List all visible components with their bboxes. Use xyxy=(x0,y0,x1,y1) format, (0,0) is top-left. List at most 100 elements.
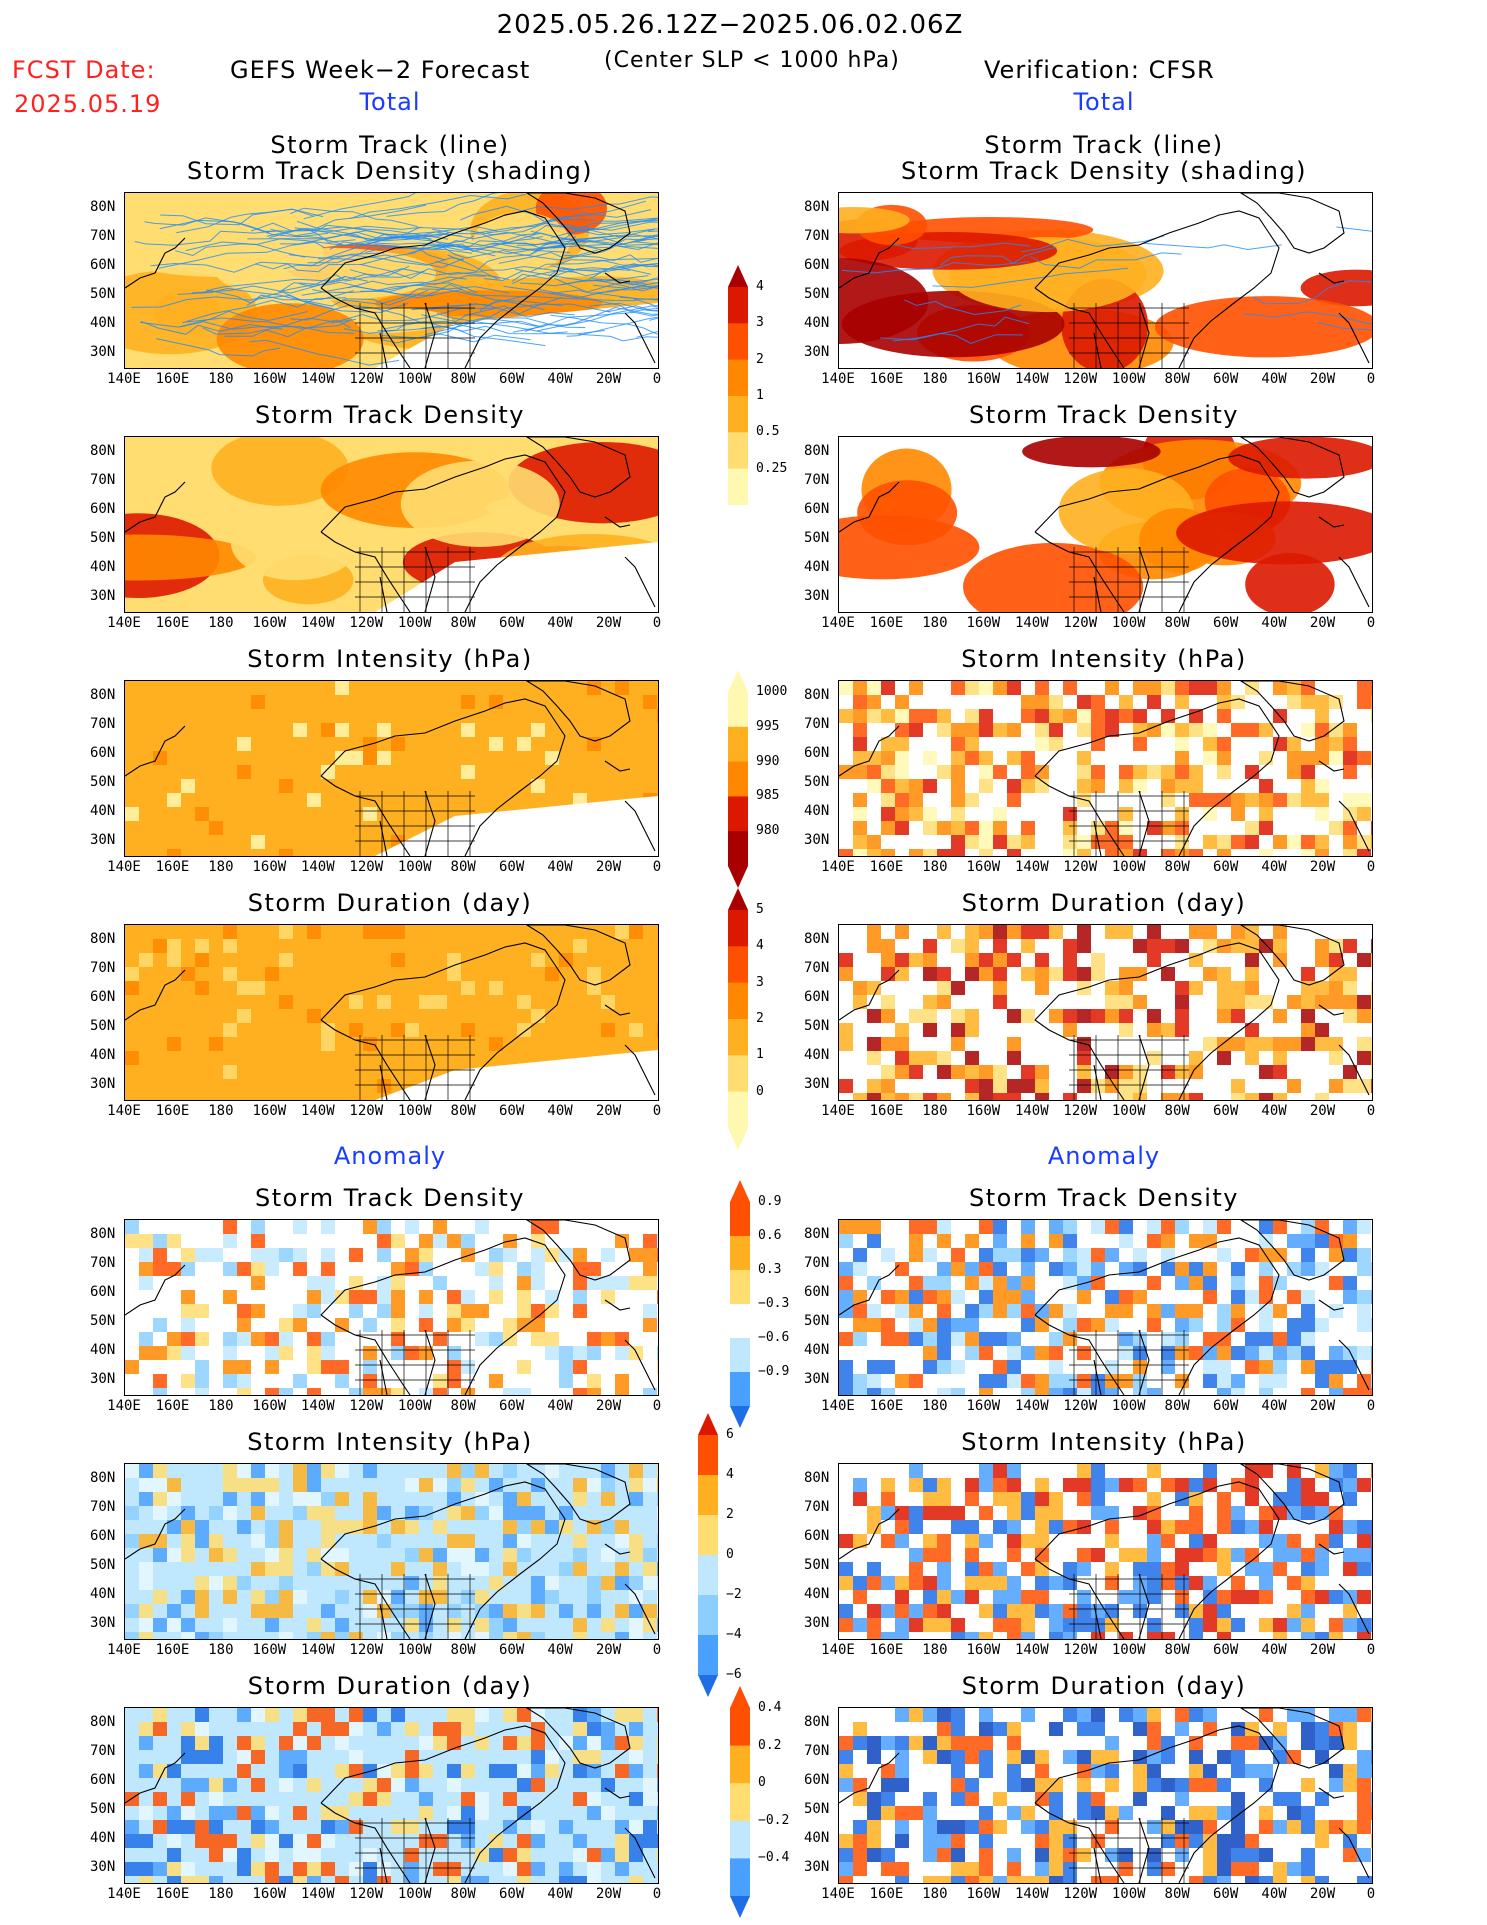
colorbar-label: 0.3 xyxy=(758,1262,782,1277)
lon-tick-label: 80W xyxy=(1164,615,1190,631)
lon-tick-label: 100W xyxy=(397,859,432,875)
lon-tick-label: 160E xyxy=(155,1103,190,1119)
colorbar-label: 4 xyxy=(726,1467,734,1482)
lat-tick-label: 60N xyxy=(90,257,116,273)
lon-tick-label: 180 xyxy=(922,1398,948,1414)
lat-tick-label: 80N xyxy=(804,931,830,947)
lon-tick-label: 160E xyxy=(155,615,190,631)
colorbar-label: 4 xyxy=(756,279,764,294)
lon-tick-label: 140W xyxy=(1014,371,1049,387)
lon-tick-label: 120W xyxy=(1063,1642,1098,1658)
verification-map-row7 xyxy=(838,1707,1373,1884)
lat-tick-label: 60N xyxy=(804,257,830,273)
lon-tick-label: 160W xyxy=(966,615,1001,631)
colorbar-label: 985 xyxy=(756,788,780,804)
verification-map-row2 xyxy=(838,436,1373,613)
lon-tick-label: 140W xyxy=(1014,615,1049,631)
fcst-label: FCST Date: xyxy=(12,56,156,84)
lat-tick-label: 40N xyxy=(804,1830,830,1846)
lat-tick-label: 50N xyxy=(804,530,830,546)
lat-tick-label: 40N xyxy=(804,1342,830,1358)
lat-tick-label: 30N xyxy=(804,832,830,848)
panel-title-r2: Storm Track Density xyxy=(969,401,1239,429)
lon-tick-label: 0 xyxy=(1366,615,1376,631)
lon-tick-label: 100W xyxy=(1111,859,1146,875)
forecast-map-row2 xyxy=(124,436,659,613)
lat-tick-label: 60N xyxy=(90,1528,116,1544)
panel-title-r3: Storm Intensity (hPa) xyxy=(961,645,1247,673)
lon-tick-label: 160E xyxy=(869,1103,904,1119)
lon-tick-label: 120W xyxy=(349,1642,384,1658)
lon-tick-label: 140W xyxy=(300,1103,335,1119)
colorbar-label: 990 xyxy=(756,753,780,769)
colorbar-label: −0.9 xyxy=(758,1364,790,1379)
lon-tick-label: 40W xyxy=(1261,1642,1287,1658)
right-title: Verification: CFSR xyxy=(984,56,1215,84)
colorbar-label: 0.25 xyxy=(756,460,788,476)
forecast-map-row3 xyxy=(124,680,659,857)
lon-tick-label: 180 xyxy=(208,1642,234,1658)
lon-tick-label: 20W xyxy=(1309,1886,1336,1902)
lat-tick-label: 70N xyxy=(90,1255,116,1271)
verification-map-row3 xyxy=(838,680,1373,857)
density-colorbar xyxy=(728,265,748,527)
lat-tick-label: 60N xyxy=(804,989,830,1005)
lon-tick-label: 160W xyxy=(966,1398,1001,1414)
lat-tick-label: 40N xyxy=(90,315,116,331)
lon-tick-label: 80W xyxy=(450,615,476,631)
colorbar-label: −4 xyxy=(726,1627,742,1642)
panel-title-l2: Storm Track Density xyxy=(255,401,525,429)
lon-tick-label: 160W xyxy=(252,1642,287,1658)
lon-tick-label: 120W xyxy=(349,371,384,387)
fcst-date: 2025.05.19 xyxy=(14,90,162,118)
colorbar-label: −0.2 xyxy=(758,1812,790,1828)
lon-tick-label: 140W xyxy=(1014,1642,1049,1658)
lon-tick-label: 120W xyxy=(349,1398,384,1414)
colorbar-label: 995 xyxy=(756,718,780,734)
colorbar-label: 4 xyxy=(756,938,764,954)
panel-title-l1a: Storm Track (line) xyxy=(270,131,510,159)
lat-tick-label: 50N xyxy=(804,1313,830,1329)
lat-tick-label: 60N xyxy=(804,745,830,761)
lon-tick-label: 0 xyxy=(1366,1886,1376,1902)
lat-tick-label: 70N xyxy=(804,228,830,244)
verification-map-row5 xyxy=(838,1219,1373,1396)
panel-title-r1a: Storm Track (line) xyxy=(984,131,1224,159)
lon-tick-label: 20W xyxy=(595,1103,622,1119)
lat-tick-label: 80N xyxy=(90,443,116,459)
colorbar-label: 0.2 xyxy=(758,1737,782,1753)
lon-tick-label: 60W xyxy=(498,1642,525,1658)
lon-tick-label: 160E xyxy=(869,1398,904,1414)
forecast-map-row6 xyxy=(124,1463,659,1640)
lon-tick-label: 120W xyxy=(1063,1398,1098,1414)
lon-tick-label: 40W xyxy=(1261,1103,1287,1119)
lon-tick-label: 0 xyxy=(652,1398,662,1414)
panel-title-r5: Storm Track Density xyxy=(969,1184,1239,1212)
lon-tick-label: 160W xyxy=(252,859,287,875)
lat-tick-label: 80N xyxy=(90,687,116,703)
colorbar-label: 1 xyxy=(756,1047,764,1063)
lon-tick-label: 100W xyxy=(397,615,432,631)
lat-tick-label: 70N xyxy=(804,1255,830,1271)
colorbar-label: 6 xyxy=(726,1427,734,1442)
lon-tick-label: 20W xyxy=(1309,859,1336,875)
lon-tick-label: 100W xyxy=(397,1642,432,1658)
lon-tick-label: 80W xyxy=(450,1398,476,1414)
lon-tick-label: 120W xyxy=(1063,1886,1098,1902)
lon-tick-label: 40W xyxy=(547,1642,573,1658)
colorbar-label: 980 xyxy=(756,823,780,839)
lat-tick-label: 50N xyxy=(90,286,116,302)
lon-tick-label: 100W xyxy=(1111,1886,1146,1902)
lon-tick-label: 60W xyxy=(1212,859,1239,875)
lon-tick-label: 60W xyxy=(498,615,525,631)
colorbar-label: 2 xyxy=(756,1011,764,1026)
lon-tick-label: 60W xyxy=(1212,1103,1239,1119)
colorbar-label: 3 xyxy=(756,315,764,331)
lat-tick-label: 60N xyxy=(90,501,116,517)
lon-tick-label: 20W xyxy=(595,371,622,387)
lon-tick-label: 180 xyxy=(208,615,234,631)
lat-tick-label: 80N xyxy=(90,1714,116,1730)
intensity-anomaly-colorbar xyxy=(698,1413,718,1697)
anomaly-left-label: Anomaly xyxy=(333,1142,447,1170)
lat-tick-label: 50N xyxy=(90,1801,116,1817)
